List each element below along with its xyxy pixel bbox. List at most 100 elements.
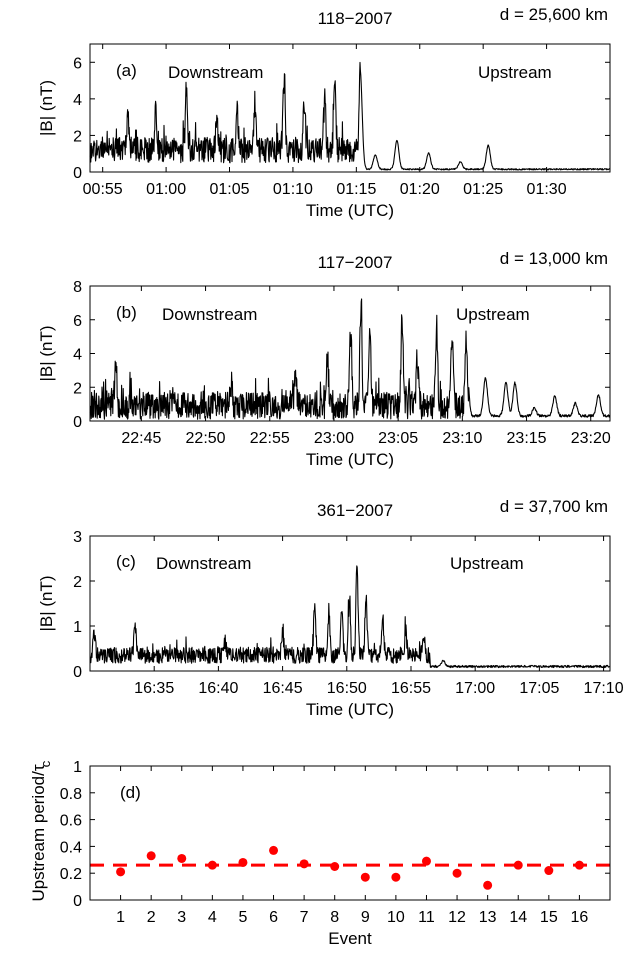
x-tick-label: 17:10 xyxy=(584,680,624,697)
x-tick-label: 23:05 xyxy=(378,430,418,447)
panel-letter: (d) xyxy=(120,783,141,802)
y-tick-label: 0.2 xyxy=(60,866,82,883)
x-tick-label: 16:35 xyxy=(134,680,174,697)
data-point xyxy=(513,860,523,870)
x-tick-label: 01:00 xyxy=(146,181,186,198)
downstream-label: Downstream xyxy=(156,554,251,573)
x-tick-label: 10 xyxy=(387,909,405,926)
y-tick-label: 0.4 xyxy=(60,839,82,856)
x-tick-label: 01:10 xyxy=(273,181,313,198)
magnetic-field-trace xyxy=(89,298,611,420)
x-tick-label: 01:20 xyxy=(400,181,440,198)
chart-title: 118−2007 xyxy=(318,9,393,28)
x-tick-label: 11 xyxy=(418,909,435,926)
x-tick-label: 01:25 xyxy=(463,181,503,198)
y-tick-label: 6 xyxy=(73,313,82,330)
x-tick-label: 23:15 xyxy=(507,430,547,447)
data-point xyxy=(544,866,554,876)
y-tick-label: 0 xyxy=(73,664,82,681)
distance-label: d = 13,000 km xyxy=(500,249,608,268)
panel-2 xyxy=(89,535,611,672)
y-axis-label: |B| (nT) xyxy=(37,575,56,631)
x-tick-label: 17:00 xyxy=(455,680,495,697)
x-tick-label: 01:15 xyxy=(336,181,376,198)
data-point xyxy=(452,868,462,878)
downstream-label: Downstream xyxy=(168,63,263,82)
data-point xyxy=(269,845,279,855)
axes-frame xyxy=(89,535,611,672)
y-tick-label: 4 xyxy=(73,347,82,364)
x-tick-label: 22:55 xyxy=(250,430,290,447)
x-tick-label: 16:50 xyxy=(327,680,367,697)
y-tick-label: 8 xyxy=(73,279,82,296)
x-tick-label: 15 xyxy=(540,909,558,926)
x-tick-label: 22:45 xyxy=(121,430,161,447)
x-tick-label: 6 xyxy=(269,909,278,926)
panel-1 xyxy=(89,285,611,422)
data-point xyxy=(299,859,309,869)
y-axis-label-subscript: c xyxy=(38,760,53,767)
y-tick-label: 0.8 xyxy=(60,786,82,803)
y-tick-label: 0 xyxy=(73,414,82,431)
magnetic-field-trace xyxy=(89,565,611,669)
x-tick-label: 17:05 xyxy=(519,680,559,697)
x-axis-label: Time (UTC) xyxy=(306,700,394,719)
data-point xyxy=(238,857,248,867)
x-tick-label: 23:20 xyxy=(571,430,611,447)
data-point xyxy=(177,853,187,863)
upstream-label: Upstream xyxy=(450,554,524,573)
distance-label: d = 25,600 km xyxy=(500,5,608,24)
x-tick-label: 23:10 xyxy=(442,430,482,447)
x-tick-label: 16 xyxy=(571,909,589,926)
x-tick-label: 1 xyxy=(116,909,125,926)
x-tick-label: 16:55 xyxy=(391,680,431,697)
upstream-label: Upstream xyxy=(478,63,552,82)
y-tick-label: 6 xyxy=(73,55,82,72)
data-point xyxy=(207,860,217,870)
x-tick-label: 3 xyxy=(177,909,186,926)
y-tick-label: 2 xyxy=(73,380,82,397)
chart-title: 117−2007 xyxy=(318,253,393,272)
x-axis-label: Event xyxy=(328,929,372,948)
axes-frame xyxy=(89,765,611,901)
y-tick-label: 1 xyxy=(73,759,82,776)
y-tick-label: 4 xyxy=(73,92,82,109)
y-tick-label: 2 xyxy=(73,128,82,145)
y-tick-label: 2 xyxy=(73,574,82,591)
y-tick-label: 0 xyxy=(73,165,82,182)
y-tick-label: 1 xyxy=(73,619,82,636)
x-tick-label: 2 xyxy=(147,909,156,926)
x-tick-label: 5 xyxy=(238,909,247,926)
x-tick-label: 16:45 xyxy=(263,680,303,697)
x-tick-label: 23:00 xyxy=(314,430,354,447)
upstream-label: Upstream xyxy=(456,305,530,324)
data-point xyxy=(116,867,126,877)
data-point xyxy=(146,851,156,861)
x-tick-label: 01:05 xyxy=(209,181,249,198)
data-point xyxy=(483,880,493,890)
x-tick-label: 00:55 xyxy=(83,181,123,198)
panel-letter: (c) xyxy=(116,552,136,571)
x-axis-label: Time (UTC) xyxy=(306,450,394,469)
x-tick-label: 16:40 xyxy=(198,680,238,697)
axes-frame xyxy=(89,43,611,173)
x-tick-label: 8 xyxy=(330,909,339,926)
y-axis-label: |B| (nT) xyxy=(37,325,56,381)
y-tick-label: 0.6 xyxy=(60,813,82,830)
panel-0 xyxy=(89,43,611,173)
y-axis-label: |B| (nT) xyxy=(37,80,56,136)
y-axis-label: Upstream period/τ xyxy=(29,764,48,901)
data-point xyxy=(574,860,584,870)
x-tick-label: 13 xyxy=(479,909,497,926)
downstream-label: Downstream xyxy=(162,305,257,324)
x-axis-label: Time (UTC) xyxy=(306,201,394,220)
x-tick-label: 12 xyxy=(448,909,466,926)
y-tick-label: 3 xyxy=(73,529,82,546)
x-tick-label: 22:50 xyxy=(186,430,226,447)
panel-letter: (b) xyxy=(116,303,137,322)
data-point xyxy=(330,862,340,871)
data-point xyxy=(391,872,401,882)
panel-letter: (a) xyxy=(116,61,137,80)
x-tick-label: 9 xyxy=(361,909,370,926)
